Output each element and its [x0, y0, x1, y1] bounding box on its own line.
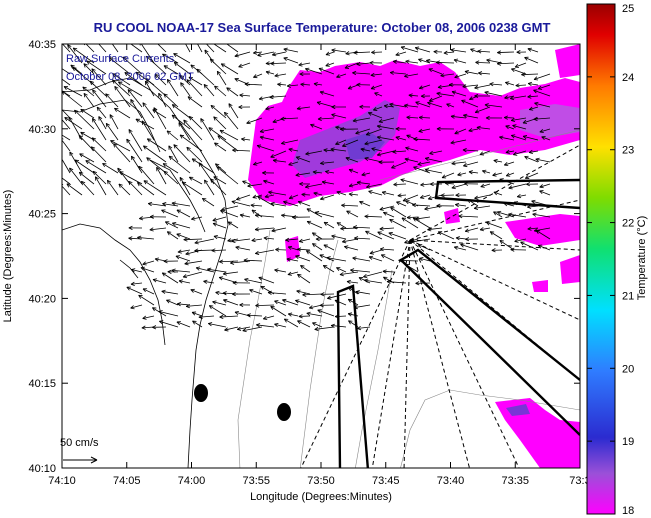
- colorbar-label: Temperature (°C): [636, 216, 648, 300]
- scale-label: 50 cm/s: [60, 437, 99, 449]
- radial-lines: [300, 144, 580, 468]
- y-tick-label: 40:35: [28, 39, 56, 51]
- x-tick-label: 73:45: [372, 475, 400, 487]
- y-tick-label: 40:20: [28, 293, 56, 305]
- x-axis-ticks: 74:10 74:05 74:00 73:55 73:50 73:45 73:40 73:35…: [48, 44, 591, 487]
- y-tick-label: 40:25: [28, 209, 56, 221]
- legend-line-2: October 08, 2006 02 GMT: [66, 71, 194, 83]
- x-tick-label: 73:55: [242, 475, 270, 487]
- colorbar-tick-label: 22: [622, 218, 634, 230]
- mooring-dot: [194, 384, 208, 402]
- colorbar-tick-label: 23: [622, 145, 634, 157]
- legend-line-1: Raw Surface Currents: [66, 53, 175, 65]
- colorbar-tick-label: 20: [622, 363, 634, 375]
- y-tick-label: 40:15: [28, 378, 56, 390]
- y-tick-label: 40:10: [28, 463, 56, 475]
- map-title: RU COOL NOAA-17 Sea Surface Temperature:…: [93, 20, 551, 35]
- colorbar-tick-label: 21: [622, 290, 634, 302]
- y-tick-label: 40:30: [28, 124, 56, 136]
- mooring-dot: [277, 403, 291, 421]
- colorbar-tick-label: 24: [622, 72, 634, 84]
- current-vectors: [62, 44, 551, 333]
- x-tick-label: 73:35: [501, 475, 529, 487]
- x-tick-label: 74:05: [113, 475, 141, 487]
- sst-patches: [248, 44, 580, 468]
- x-tick-label: 73:3: [569, 475, 590, 487]
- bathymetry: [237, 129, 580, 468]
- scale-arrow: [63, 456, 98, 464]
- colorbar-tick-label: 25: [622, 3, 634, 15]
- colorbar-tick-label: 18: [622, 505, 634, 517]
- x-tick-label: 74:00: [178, 475, 206, 487]
- x-axis-label: Longitude (Degrees:Minutes): [250, 491, 392, 503]
- x-tick-label: 73:50: [307, 475, 335, 487]
- transects: [336, 178, 580, 468]
- x-tick-label: 74:10: [48, 475, 76, 487]
- x-tick-label: 73:40: [437, 475, 465, 487]
- colorbar: [586, 3, 616, 515]
- y-axis-ticks: 40:35 40:30 40:25 40:20 40:15 40:10: [28, 39, 580, 475]
- y-axis-label: Latitude (Degrees:Minutes): [2, 190, 14, 323]
- colorbar-tick-label: 19: [622, 436, 634, 448]
- colorbar-ticks: 25 24 23 22 21 20 19 18: [587, 3, 634, 517]
